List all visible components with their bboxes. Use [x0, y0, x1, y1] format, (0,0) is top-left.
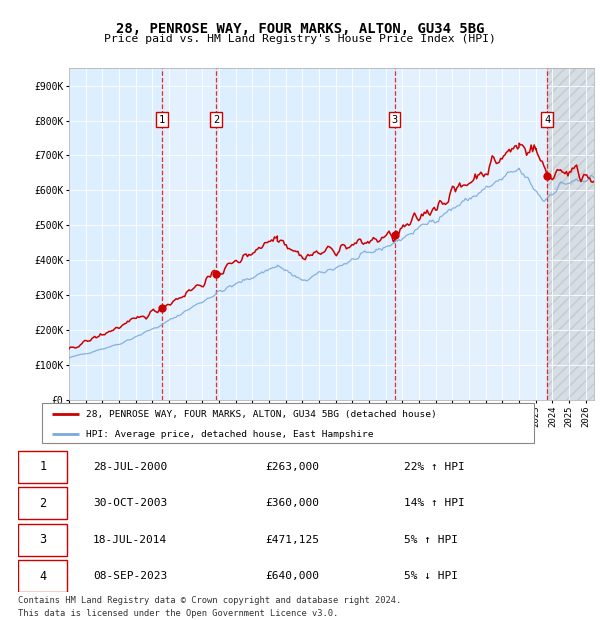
Text: 4: 4 [544, 115, 550, 125]
Text: 2: 2 [39, 497, 46, 510]
Text: 5% ↑ HPI: 5% ↑ HPI [404, 534, 458, 544]
FancyBboxPatch shape [18, 524, 67, 556]
Text: 5% ↓ HPI: 5% ↓ HPI [404, 571, 458, 581]
Text: 2: 2 [213, 115, 219, 125]
FancyBboxPatch shape [42, 403, 534, 443]
Text: 18-JUL-2014: 18-JUL-2014 [93, 534, 167, 544]
Bar [547, 68, 594, 400]
Text: 4: 4 [39, 570, 46, 583]
Text: £471,125: £471,125 [266, 534, 320, 544]
Text: 14% ↑ HPI: 14% ↑ HPI [404, 498, 464, 508]
Text: £263,000: £263,000 [266, 462, 320, 472]
Text: Contains HM Land Registry data © Crown copyright and database right 2024.: Contains HM Land Registry data © Crown c… [18, 596, 401, 606]
Text: £640,000: £640,000 [266, 571, 320, 581]
FancyBboxPatch shape [18, 560, 67, 592]
Text: HPI: Average price, detached house, East Hampshire: HPI: Average price, detached house, East… [86, 430, 374, 439]
Text: 1: 1 [39, 460, 46, 473]
Text: 22% ↑ HPI: 22% ↑ HPI [404, 462, 464, 472]
Text: 28, PENROSE WAY, FOUR MARKS, ALTON, GU34 5BG: 28, PENROSE WAY, FOUR MARKS, ALTON, GU34… [116, 22, 484, 36]
Text: This data is licensed under the Open Government Licence v3.0.: This data is licensed under the Open Gov… [18, 609, 338, 618]
Bar [162, 68, 216, 400]
Text: 30-OCT-2003: 30-OCT-2003 [93, 498, 167, 508]
Text: 08-SEP-2023: 08-SEP-2023 [93, 571, 167, 581]
FancyBboxPatch shape [18, 451, 67, 483]
Text: 28, PENROSE WAY, FOUR MARKS, ALTON, GU34 5BG (detached house): 28, PENROSE WAY, FOUR MARKS, ALTON, GU34… [86, 410, 437, 418]
Text: 3: 3 [39, 533, 46, 546]
Bar [395, 68, 547, 400]
Text: Price paid vs. HM Land Registry's House Price Index (HPI): Price paid vs. HM Land Registry's House … [104, 34, 496, 44]
Text: £360,000: £360,000 [266, 498, 320, 508]
Text: 28-JUL-2000: 28-JUL-2000 [93, 462, 167, 472]
FancyBboxPatch shape [18, 487, 67, 520]
Text: 1: 1 [159, 115, 165, 125]
Text: 3: 3 [392, 115, 398, 125]
